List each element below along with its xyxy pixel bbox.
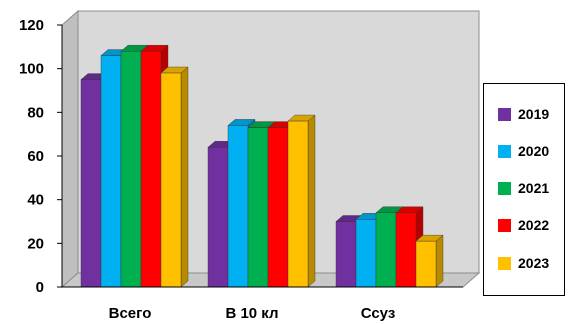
bars [80,44,444,288]
legend-item-2023: 2023 [498,255,549,271]
bar-2023-2 [415,234,444,288]
legend-swatch [498,144,511,158]
side-wall [61,9,79,289]
legend-label: 2023 [518,255,550,271]
legend-item-2019: 2019 [498,106,549,122]
bar-2023-0 [160,66,189,288]
x-tick-label: Ссуз [361,305,396,322]
legend-item-2021: 2021 [498,180,549,196]
y-tick-label: 40 [27,192,44,209]
x-tick-label: В 10 кл [225,305,278,322]
legend-item-2022: 2022 [498,217,549,233]
legend-swatch [498,256,511,270]
bar-2023-1 [287,114,316,288]
y-axis: 0 20 40 60 80 100 120 [19,17,63,296]
legend: 2019 2020 2021 2022 2023 [483,83,565,296]
y-tick-label: 20 [27,235,44,252]
legend-item-2020: 2020 [498,143,549,159]
legend-label: 2019 [518,106,550,122]
legend-label: 2020 [518,143,550,159]
y-tick-label: 60 [27,148,44,165]
legend-swatch [498,181,511,195]
y-tick-label: 120 [19,17,44,34]
legend-swatch [498,218,511,232]
y-tick-label: 0 [36,279,44,296]
x-axis: Всего В 10 кл Ссуз [62,286,463,322]
y-tick-label: 80 [27,104,44,121]
x-tick-label: Всего [109,305,152,322]
legend-swatch [498,107,511,121]
legend-label: 2021 [518,180,550,196]
legend-label: 2022 [518,217,550,233]
y-tick-label: 100 [19,61,44,78]
